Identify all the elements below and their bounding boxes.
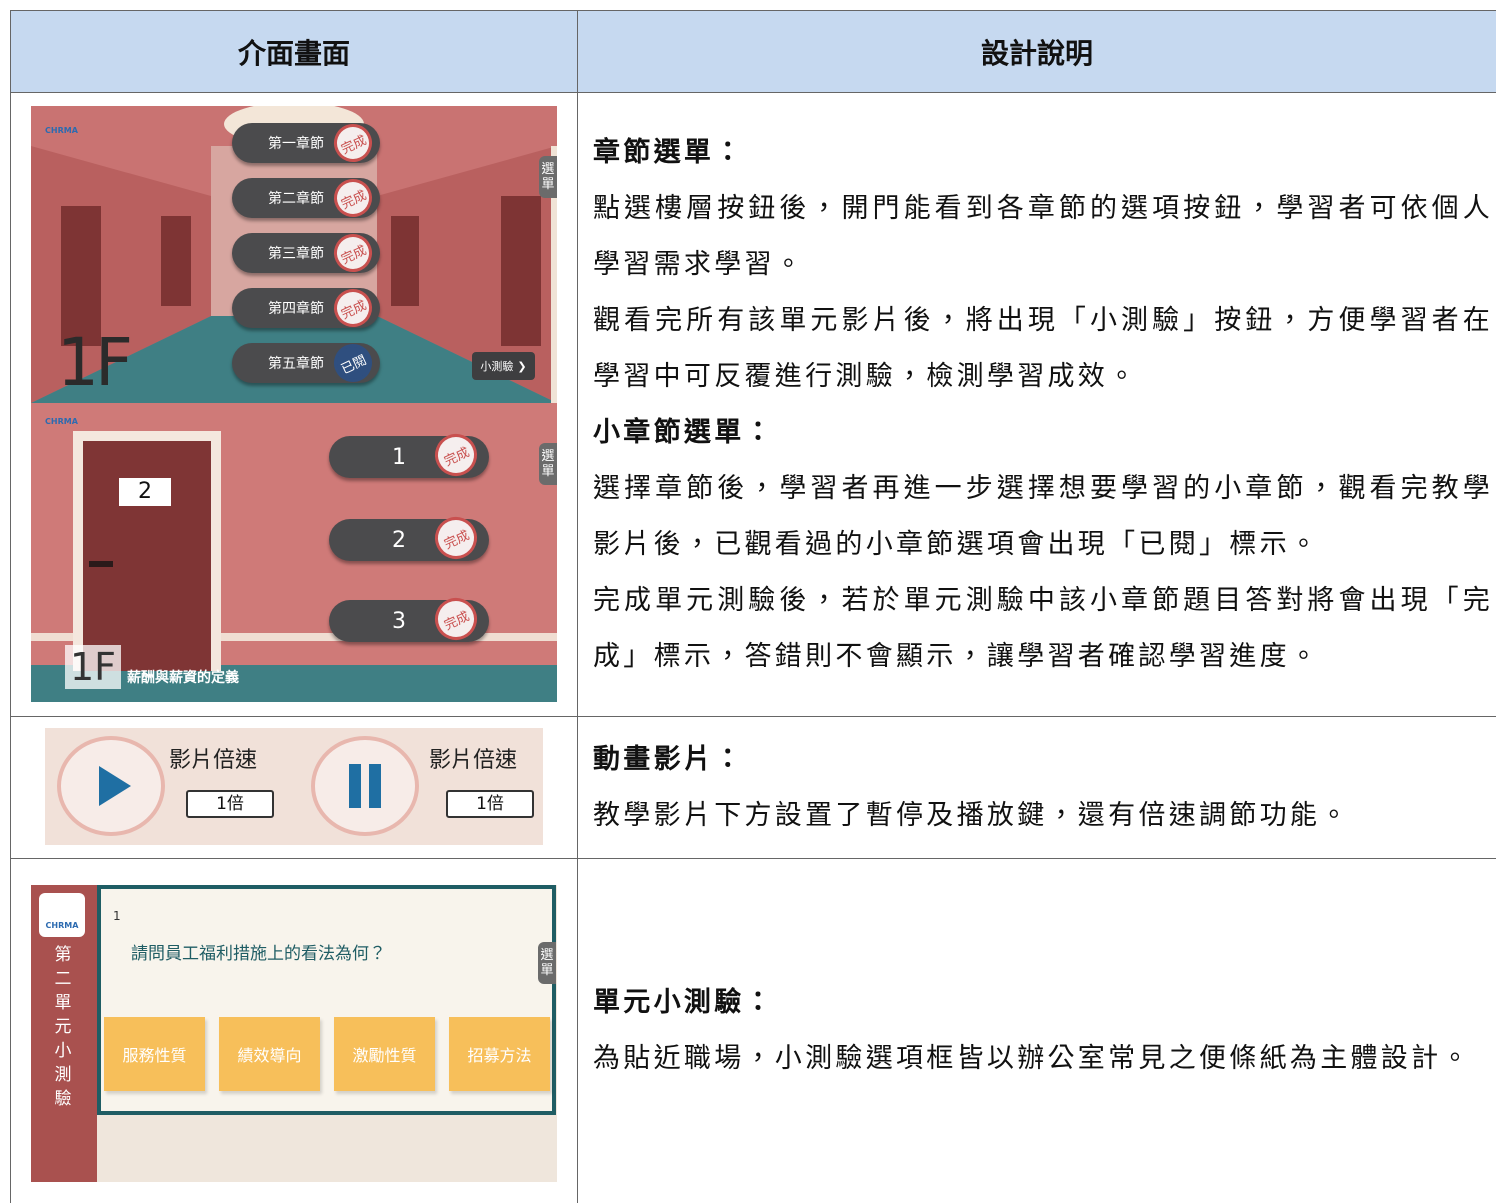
logo: CHRMA — [45, 417, 78, 426]
paragraph: 點選樓層按鈕後，開門能看到各章節的選項按鈕，學習者可依個人學習需求學習。 — [593, 192, 1493, 280]
floor-label: 1F — [57, 324, 133, 401]
menu-tab[interactable]: 選單 — [539, 443, 557, 485]
border — [10, 10, 11, 1203]
border — [577, 10, 578, 1203]
screenshot: 影片倍速 1倍 影片倍速 1倍 — [45, 728, 543, 845]
header-cell: 設計說明 — [578, 11, 1496, 92]
paragraph: 為貼近職場，小測驗選項框皆以辦公室常見之便條紙為主體設計。 — [593, 1043, 1472, 1074]
logo: CHRMA — [39, 893, 85, 937]
section-heading: 單元小測驗： — [593, 987, 775, 1018]
paragraph: 觀看完所有該單元影片後，將出現「小測驗」按鈕，方便學習者在學習中可反覆進行測驗，… — [593, 304, 1493, 392]
chapter-title: 薪酬與薪資的定義 — [127, 670, 239, 686]
section-heading: 動畫影片： — [593, 743, 745, 775]
header-cell: 介面畫面 — [11, 11, 577, 92]
door-number: 2 — [119, 478, 171, 506]
logo: CHRMA — [45, 126, 78, 135]
quiz-button-text: 小測驗 — [480, 360, 514, 373]
border — [10, 92, 1496, 93]
option-note[interactable]: 服務性質 — [104, 1017, 205, 1091]
pause-icon — [349, 764, 381, 808]
question-number: 1 — [113, 909, 121, 923]
option-note[interactable]: 激勵性質 — [334, 1017, 435, 1091]
description-cell: 動畫影片： 教學影片下方設置了暫停及播放鍵，還有倍速調節功能。 — [593, 717, 1493, 858]
screenshot: 2 CHRMA 1 完成 2 完成 3 完成 選單 1F 薪酬與薪資的定義 — [31, 403, 557, 702]
speed-select[interactable]: 1倍 — [446, 790, 534, 818]
border — [10, 858, 1496, 859]
paragraph: 完成單元測驗後，若於單元測驗中該小章節題目答對將會出現「完成」標示，答錯則不會顯… — [593, 584, 1493, 672]
floor-label: 1F — [65, 645, 121, 689]
border — [10, 10, 1496, 11]
play-icon — [99, 766, 131, 806]
section-heading: 小章節選單： — [593, 416, 775, 448]
pause-button[interactable] — [311, 736, 419, 836]
paragraph: 教學影片下方設置了暫停及播放鍵，還有倍速調節功能。 — [593, 799, 1351, 831]
menu-tab[interactable]: 選單 — [539, 156, 557, 198]
quiz-button[interactable]: 小測驗 ❯ — [472, 352, 535, 380]
description-cell: 章節選單： 點選樓層按鈕後，開門能看到各章節的選項按鈕，學習者可依個人學習需求學習… — [593, 93, 1493, 716]
paragraph: 選擇章節後，學習者再進一步選擇想要學習的小章節，觀看完教學影片後，已觀看過的小章… — [593, 472, 1493, 560]
option-note[interactable]: 績效導向 — [219, 1017, 320, 1091]
screenshot: CHRMA 第二單元小測驗 1 請問員工福利措施上的看法為何？ 服務性質 績效導向… — [31, 885, 557, 1182]
screenshot: CHRMA 第一章節 完成 第二章節 完成 第三章節 完成 第四章節 完成 第五章節 已閱 選單 … — [31, 106, 557, 403]
play-button[interactable] — [57, 736, 165, 836]
option-note[interactable]: 招募方法 — [449, 1017, 550, 1091]
speed-select[interactable]: 1倍 — [186, 790, 274, 818]
question: 請問員工福利措施上的看法為何？ — [131, 944, 386, 964]
border — [10, 716, 1496, 717]
section-heading: 章節選單： — [593, 136, 745, 168]
description-cell: 單元小測驗： 為貼近職場，小測驗選項框皆以辦公室常見之便條紙為主體設計。 — [593, 859, 1493, 1203]
speed-label: 影片倍速 — [429, 748, 518, 773]
menu-tab[interactable]: 選單 — [538, 942, 556, 984]
unit-title: 第二單元小測驗 — [54, 945, 72, 1109]
speed-label: 影片倍速 — [169, 748, 258, 773]
